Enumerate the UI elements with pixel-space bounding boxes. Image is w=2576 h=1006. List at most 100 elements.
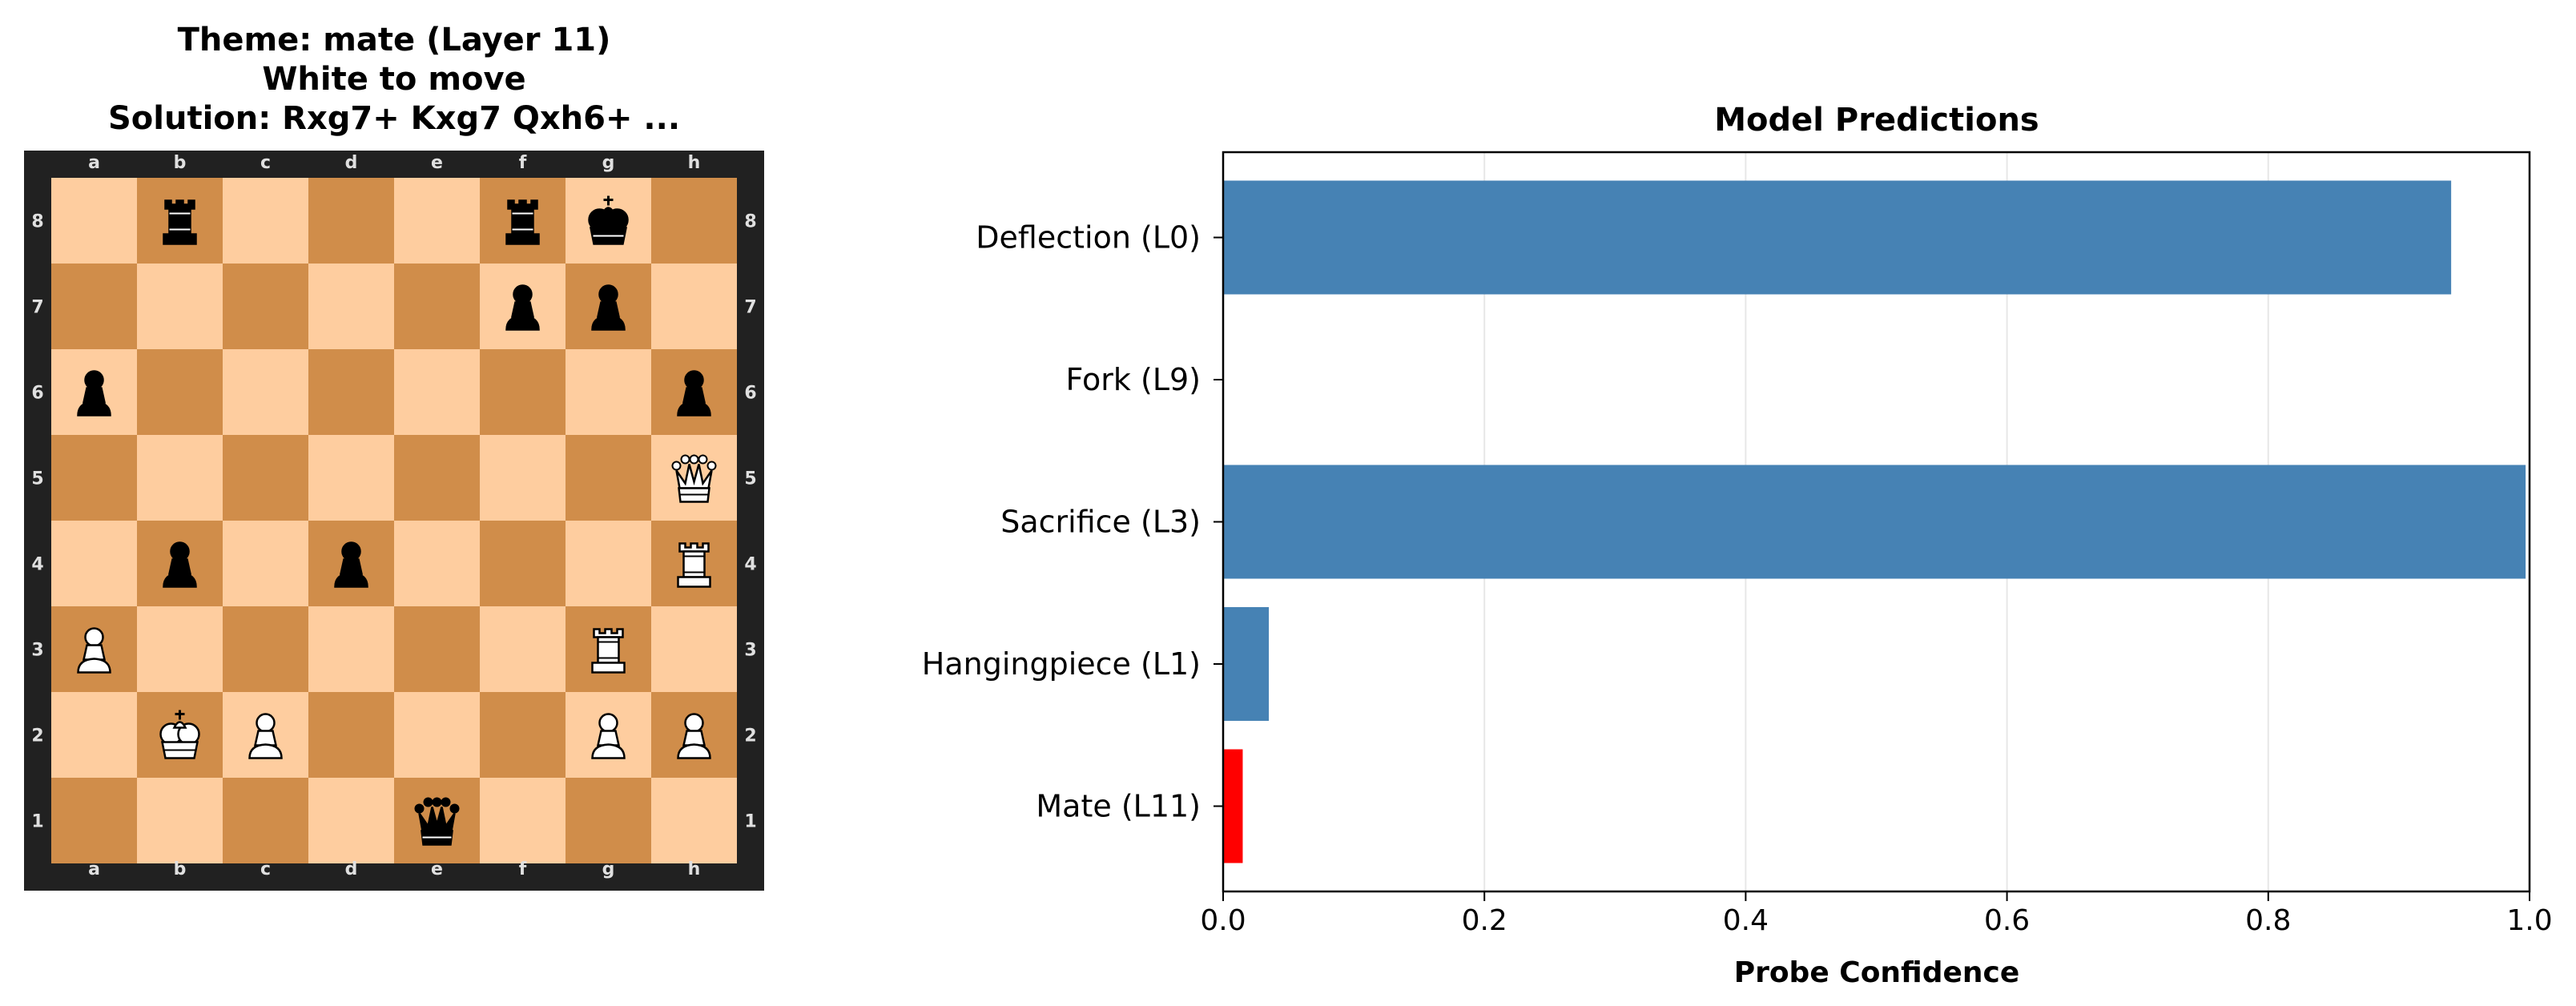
board-title-theme: Theme: mate (Layer 11) xyxy=(177,22,611,58)
file-label-top: e xyxy=(431,153,443,173)
square-g4 xyxy=(566,521,651,606)
x-tick-label: 0.2 xyxy=(1462,904,1507,937)
square-d3 xyxy=(308,606,394,692)
x-tick-label: 1.0 xyxy=(2506,904,2552,937)
square-e3 xyxy=(394,606,480,692)
square-a5 xyxy=(51,435,137,521)
x-tick-label: 0.0 xyxy=(1200,904,1246,937)
black-king-icon xyxy=(588,195,629,245)
square-b6 xyxy=(137,349,223,435)
square-d2 xyxy=(308,692,394,778)
black-pawn-icon xyxy=(505,284,540,331)
square-g1 xyxy=(566,778,651,863)
square-b1 xyxy=(137,778,223,863)
square-f4 xyxy=(480,521,566,606)
square-f3 xyxy=(480,606,566,692)
board-title: Theme: mate (Layer 11) White to move Sol… xyxy=(24,21,764,139)
square-b3 xyxy=(137,606,223,692)
bar-3 xyxy=(1223,607,1270,721)
square-g6 xyxy=(566,349,651,435)
bar-0 xyxy=(1223,180,2452,295)
square-c4 xyxy=(223,521,308,606)
board-title-turn: White to move xyxy=(262,61,526,98)
square-d7 xyxy=(308,264,394,349)
black-pawn-icon xyxy=(591,284,626,331)
square-e4 xyxy=(394,521,480,606)
file-label-top: f xyxy=(519,153,527,173)
square-a8 xyxy=(51,178,137,264)
file-label-top: d xyxy=(345,153,358,173)
rank-label-left: 4 xyxy=(31,555,43,575)
white-queen-icon xyxy=(671,454,717,503)
square-h5 xyxy=(651,435,737,521)
white-pawn-icon xyxy=(248,713,283,759)
square-c7 xyxy=(223,264,308,349)
rank-label-left: 2 xyxy=(31,726,43,746)
square-h3 xyxy=(651,606,737,692)
board-squares xyxy=(51,178,737,863)
square-d1 xyxy=(308,778,394,863)
rank-label-right: 8 xyxy=(744,212,756,232)
chart-x-axis-label: Probe Confidence xyxy=(1734,956,2020,989)
black-queen-icon xyxy=(414,797,460,846)
square-a7 xyxy=(51,264,137,349)
white-pawn-icon xyxy=(77,627,111,674)
board-pieces xyxy=(77,195,717,846)
black-pawn-icon xyxy=(77,370,111,416)
chess-board: a a b b c c d d e e f f g g h h 8 8 7 7 6 6 5 5 4 4 3 3 2 2 1 1 xyxy=(24,151,764,891)
square-a2 xyxy=(51,692,137,778)
square-a1 xyxy=(51,778,137,863)
file-label-top: c xyxy=(260,153,271,173)
square-e8 xyxy=(394,178,480,264)
square-a4 xyxy=(51,521,137,606)
square-e7 xyxy=(394,264,480,349)
rank-label-left: 6 xyxy=(31,384,43,404)
square-e2 xyxy=(394,692,480,778)
rank-label-left: 3 xyxy=(31,641,43,661)
chart-y-ticks: Deflection (L0) Fork (L9) Sacrifice (L3) Ha… xyxy=(922,220,1223,824)
square-g5 xyxy=(566,435,651,521)
rank-label-right: 2 xyxy=(744,726,756,746)
rank-label-left: 7 xyxy=(31,298,43,318)
black-pawn-icon xyxy=(334,541,368,588)
white-pawn-icon xyxy=(591,713,626,759)
file-label-top: a xyxy=(88,153,100,173)
file-label-bottom: g xyxy=(602,859,615,879)
file-label-top: b xyxy=(174,153,187,173)
square-h7 xyxy=(651,264,737,349)
bar-2 xyxy=(1223,465,2526,579)
square-b7 xyxy=(137,264,223,349)
x-tick-label: 0.4 xyxy=(1723,904,1769,937)
rank-label-right: 1 xyxy=(744,812,756,832)
bar-4 xyxy=(1223,749,1243,863)
square-c8 xyxy=(223,178,308,264)
square-c1 xyxy=(223,778,308,863)
square-d6 xyxy=(308,349,394,435)
rank-label-right: 5 xyxy=(744,469,756,489)
square-e5 xyxy=(394,435,480,521)
square-f5 xyxy=(480,435,566,521)
rank-label-left: 1 xyxy=(31,812,43,832)
black-pawn-icon xyxy=(163,541,197,588)
square-e6 xyxy=(394,349,480,435)
y-tick-label: Hangingpiece (L1) xyxy=(922,646,1201,682)
board-coordinates: a a b b c c d d e e f f g g h h 8 8 7 7 6 6 5 5 4 4 3 3 2 2 1 1 xyxy=(31,153,756,879)
white-rook-icon xyxy=(591,628,626,674)
file-label-bottom: c xyxy=(260,859,271,879)
file-label-bottom: h xyxy=(688,859,701,879)
square-c5 xyxy=(223,435,308,521)
square-h1 xyxy=(651,778,737,863)
rank-label-left: 5 xyxy=(31,469,43,489)
file-label-bottom: a xyxy=(88,859,100,879)
file-label-top: h xyxy=(688,153,701,173)
rank-label-right: 6 xyxy=(744,384,756,404)
x-tick-label: 0.8 xyxy=(2245,904,2291,937)
square-f6 xyxy=(480,349,566,435)
file-label-bottom: d xyxy=(345,859,358,879)
black-rook-icon xyxy=(163,199,197,245)
x-tick-label: 0.6 xyxy=(1984,904,2030,937)
square-c6 xyxy=(223,349,308,435)
square-h8 xyxy=(651,178,737,264)
white-king-icon xyxy=(159,710,200,759)
y-tick-label: Fork (L9) xyxy=(1066,362,1201,397)
